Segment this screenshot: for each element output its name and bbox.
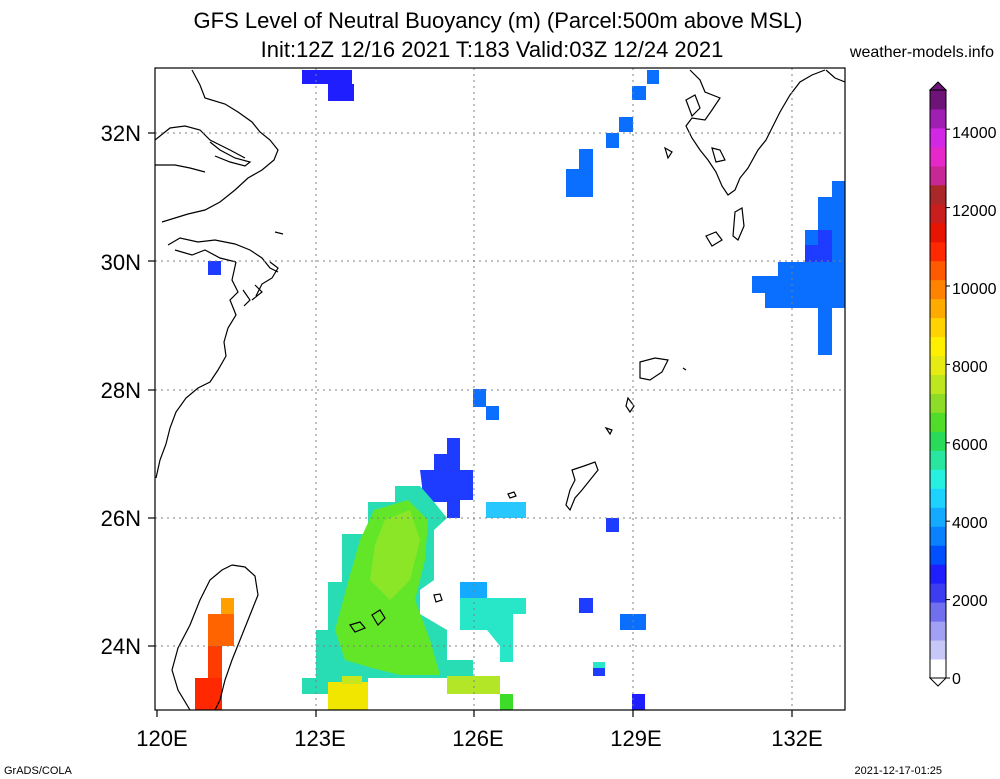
colorbar-segment — [930, 90, 946, 110]
colorbar-top-arrow — [928, 81, 948, 91]
colorbar-segment — [930, 621, 946, 641]
colorbar-segment — [930, 279, 946, 300]
y-tick-label-28n: 28N — [101, 378, 141, 403]
site-label: weather-models.info — [849, 44, 994, 61]
colorbar-segment — [930, 203, 946, 224]
colorbar-segment — [930, 640, 946, 660]
colorbar-label-4000: 4000 — [952, 515, 988, 532]
colorbar-label-2000: 2000 — [952, 593, 988, 610]
colorbar-segment — [930, 336, 946, 357]
footer-credit: GrADS/COLA — [4, 765, 72, 777]
x-tick-label-126e: 126E — [452, 726, 503, 751]
colorbar-segment — [930, 317, 946, 338]
colorbar-label-14000: 14000 — [952, 125, 997, 142]
y-tick-label-26n: 26N — [101, 506, 141, 531]
colorbar-segment — [930, 298, 946, 319]
colorbar-segment — [930, 469, 946, 489]
colorbar-segment — [930, 526, 946, 546]
colorbar-label-8000: 8000 — [952, 359, 988, 376]
y-tick-label-24n: 24N — [101, 634, 141, 659]
colorbar-segment — [930, 184, 946, 205]
coastlines — [155, 69, 845, 710]
colorbar-segment — [930, 165, 946, 186]
x-tick-label-123e: 123E — [294, 726, 345, 751]
plot-frame — [154, 67, 846, 711]
chart-title-line2: Init:12Z 12/16 2021 T:183 Valid:03Z 12/2… — [260, 37, 724, 62]
colorbar-segment — [930, 564, 946, 584]
colorbar-label-12000: 12000 — [952, 203, 997, 220]
colorbar-segment — [930, 659, 946, 679]
colorbar-bottom-arrow — [928, 677, 948, 687]
colorbar-segment — [930, 127, 946, 148]
colorbar-segment — [930, 450, 946, 470]
colorbar-segment — [930, 222, 946, 243]
colorbar-segment — [930, 602, 946, 622]
footer-timestamp: 2021-12-17-01:25 — [854, 765, 942, 777]
colorbar-label-10000: 10000 — [952, 281, 997, 298]
colorbar-segment — [930, 488, 946, 508]
x-tick-label-132e: 132E — [771, 726, 822, 751]
y-tick-label-30n: 30N — [101, 250, 141, 275]
colorbar-labels: 0 2000 4000 6000 8000 10000 12000 14000 — [952, 125, 997, 688]
colorbar-segment — [930, 412, 946, 432]
buoyancy-field — [195, 70, 845, 710]
colorbar-segment — [930, 146, 946, 167]
colorbar-segment — [930, 545, 946, 565]
colorbar-segment — [930, 507, 946, 527]
y-tick-label-32n: 32N — [101, 121, 141, 146]
x-tick-label-120e: 120E — [136, 726, 187, 751]
colorbar — [928, 81, 950, 687]
colorbar-segment — [930, 374, 946, 394]
colorbar-segment — [930, 393, 946, 413]
colorbar-label-0: 0 — [952, 671, 961, 688]
gridlines — [155, 68, 845, 710]
chart-title-line1: GFS Level of Neutral Buoyancy (m) (Parce… — [193, 8, 803, 33]
colorbar-segment — [930, 241, 946, 262]
colorbar-segment — [930, 260, 946, 281]
tick-marks — [148, 132, 793, 717]
colorbar-segment — [930, 431, 946, 451]
x-tick-label-129e: 129E — [610, 726, 661, 751]
colorbar-segment — [930, 108, 946, 129]
colorbar-label-6000: 6000 — [952, 437, 988, 454]
colorbar-segment — [930, 355, 946, 376]
colorbar-segment — [930, 583, 946, 603]
